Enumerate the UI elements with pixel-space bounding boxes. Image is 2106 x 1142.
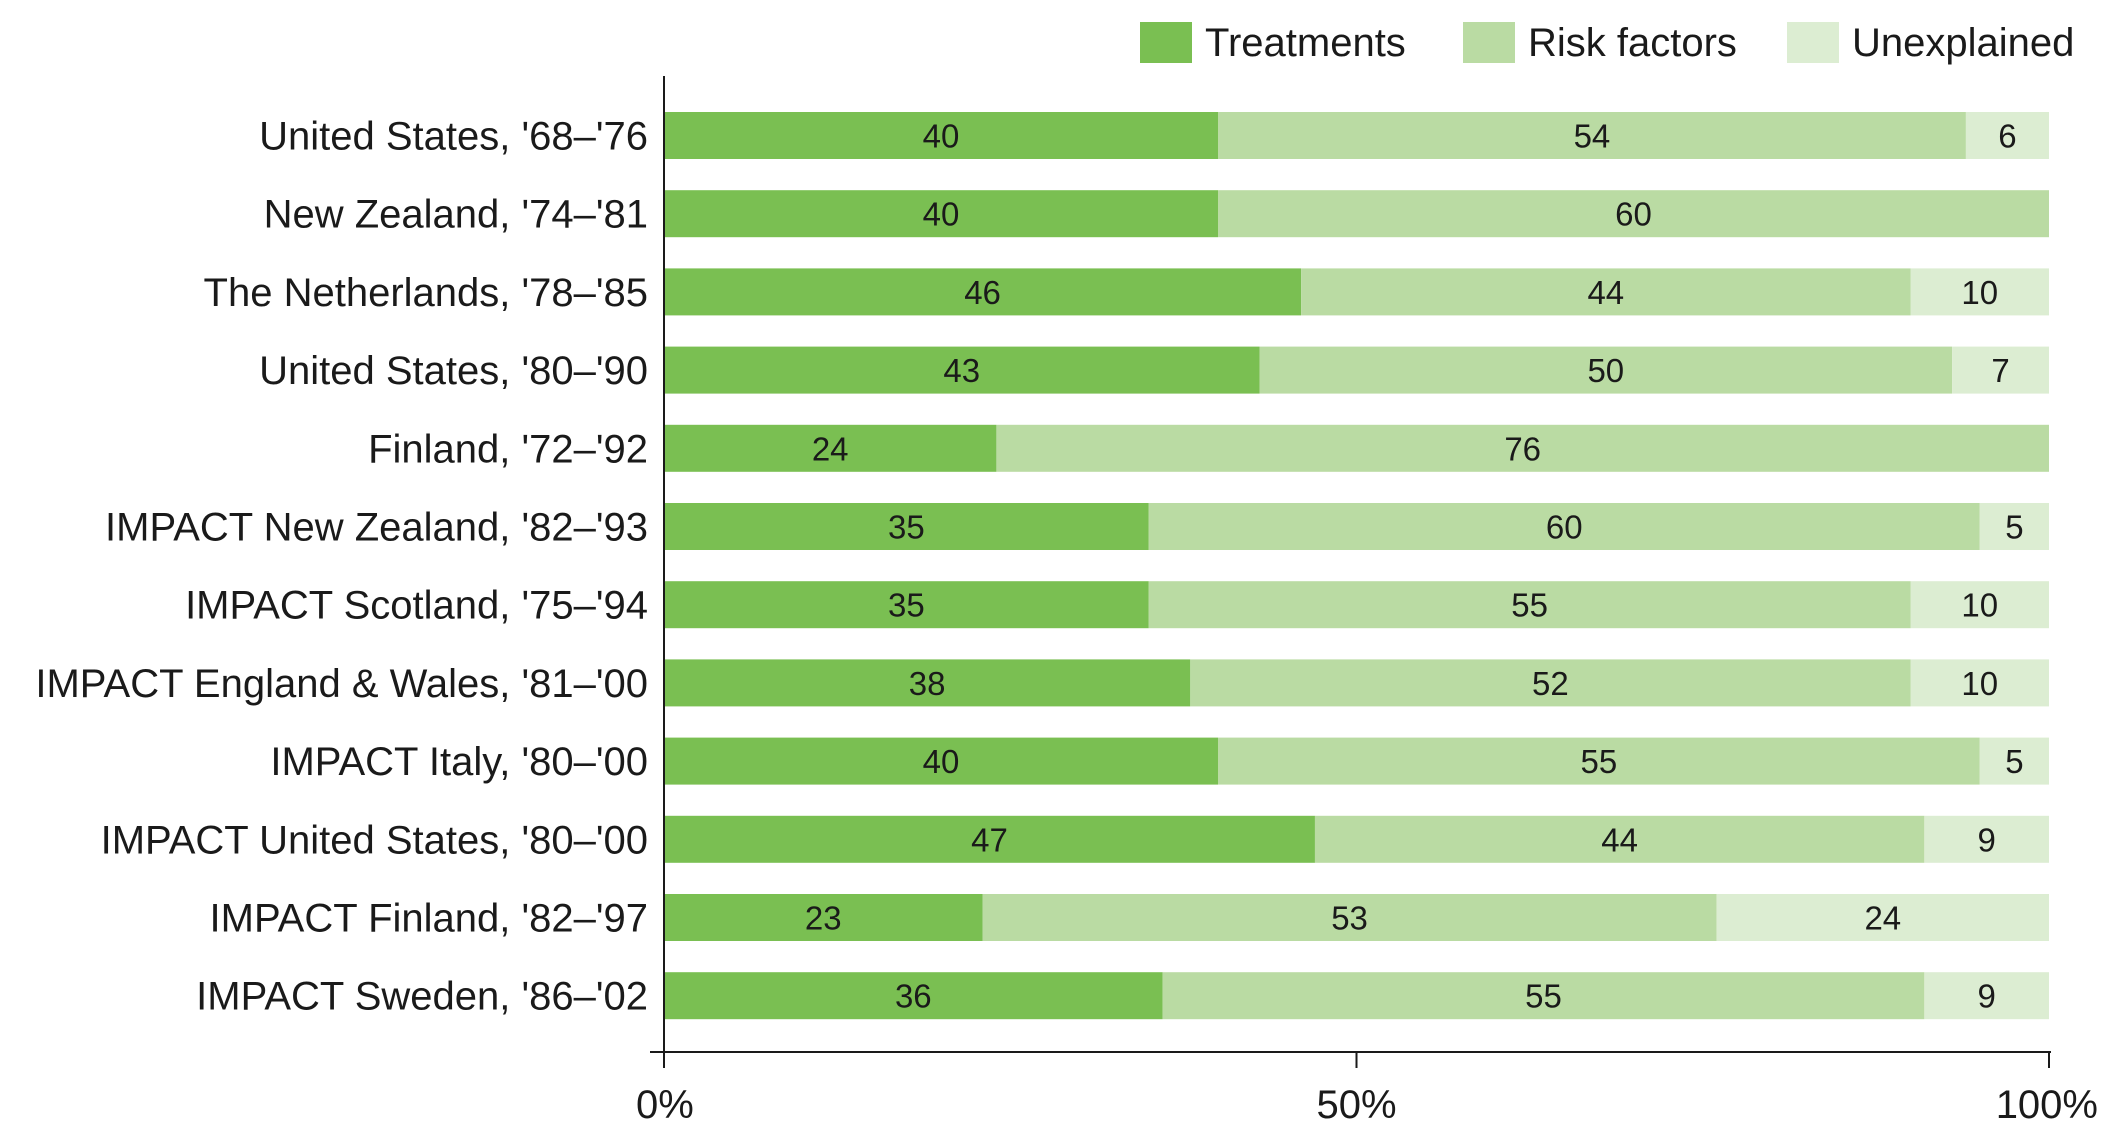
bar-segment-risk-factors bbox=[1218, 190, 2049, 238]
data-label-treatments: 38 bbox=[909, 665, 946, 702]
data-label-treatments: 35 bbox=[888, 509, 925, 546]
data-label-treatments: 36 bbox=[895, 978, 932, 1015]
data-label-unexplained: 10 bbox=[1961, 587, 1998, 624]
data-label-treatments: 43 bbox=[943, 352, 980, 389]
category-label: IMPACT Scotland, '75–'94 bbox=[185, 584, 648, 628]
bar-segment-unexplained bbox=[1910, 581, 2049, 629]
data-label-risk-factors: 54 bbox=[1574, 118, 1611, 155]
bar-segment-risk-factors bbox=[1314, 815, 1925, 863]
category-label: IMPACT United States, '80–'00 bbox=[101, 818, 648, 862]
data-label-unexplained: 10 bbox=[1961, 274, 1998, 311]
bar-segment-unexplained bbox=[1979, 737, 2049, 785]
data-label-unexplained: 6 bbox=[1998, 118, 2016, 155]
data-label-unexplained: 24 bbox=[1864, 900, 1901, 937]
category-label: United States, '80–'90 bbox=[259, 349, 648, 393]
bar-segment-treatments bbox=[664, 424, 997, 472]
data-label-risk-factors: 50 bbox=[1587, 352, 1624, 389]
data-label-risk-factors: 44 bbox=[1601, 821, 1638, 858]
data-label-risk-factors: 55 bbox=[1525, 978, 1562, 1015]
data-label-risk-factors: 76 bbox=[1504, 430, 1541, 467]
data-label-risk-factors: 55 bbox=[1511, 587, 1548, 624]
data-label-risk-factors: 52 bbox=[1532, 665, 1569, 702]
bar-segment-treatments bbox=[664, 737, 1218, 785]
category-label: The Netherlands, '78–'85 bbox=[204, 271, 648, 315]
legend-label-unexplained: Unexplained bbox=[1852, 21, 2074, 65]
bar-segment-treatments bbox=[664, 815, 1315, 863]
bar-segment-unexplained bbox=[1910, 268, 2049, 316]
bar-segment-unexplained bbox=[1910, 659, 2049, 707]
category-label: Finland, '72–'92 bbox=[368, 427, 648, 471]
data-label-treatments: 23 bbox=[805, 900, 842, 937]
bar-segment-unexplained bbox=[1979, 503, 2049, 550]
data-label-unexplained: 9 bbox=[1977, 978, 1995, 1015]
bar-segment-risk-factors bbox=[1190, 659, 1911, 707]
x-tick-label: 0% bbox=[636, 1083, 694, 1127]
data-label-risk-factors: 55 bbox=[1581, 743, 1618, 780]
bar-segment-risk-factors bbox=[1148, 503, 1980, 550]
data-label-risk-factors: 60 bbox=[1546, 509, 1583, 546]
bar-segment-risk-factors bbox=[996, 424, 2049, 472]
bar-segment-unexplained bbox=[1952, 346, 2049, 394]
x-tick-label: 50% bbox=[1316, 1083, 1396, 1127]
category-label: New Zealand, '74–'81 bbox=[264, 193, 648, 237]
legend-label-treatments: Treatments bbox=[1205, 21, 1406, 65]
bar-segment-risk-factors bbox=[1148, 581, 1911, 629]
bar-segment-treatments bbox=[664, 346, 1260, 394]
data-label-unexplained: 7 bbox=[1991, 352, 2009, 389]
data-label-treatments: 40 bbox=[923, 118, 960, 155]
x-tick-label: 100% bbox=[1996, 1083, 2098, 1127]
data-label-unexplained: 5 bbox=[2005, 743, 2023, 780]
category-label: IMPACT Finland, '82–'97 bbox=[210, 897, 648, 941]
bar-segment-unexplained bbox=[1965, 112, 2049, 159]
data-label-treatments: 35 bbox=[888, 587, 925, 624]
category-label: IMPACT Italy, '80–'00 bbox=[270, 740, 648, 784]
axes: 0% 50% 100% bbox=[636, 76, 2098, 1127]
bar-segment-unexplained bbox=[1924, 815, 2049, 863]
legend-swatch-risk-factors bbox=[1463, 22, 1515, 63]
data-label-risk-factors: 53 bbox=[1331, 900, 1368, 937]
legend-swatch-unexplained bbox=[1787, 22, 1839, 63]
bar-segment-treatments bbox=[664, 190, 1218, 238]
bar-segment-risk-factors bbox=[1218, 112, 1966, 159]
bar-segment-treatments bbox=[664, 894, 983, 941]
category-label: IMPACT England & Wales, '81–'00 bbox=[35, 662, 648, 706]
bar-segment-risk-factors bbox=[1218, 737, 1980, 785]
bar-segment-treatments bbox=[664, 972, 1163, 1020]
data-label-treatments: 40 bbox=[923, 743, 960, 780]
data-label-treatments: 47 bbox=[971, 821, 1008, 858]
bar-segment-unexplained bbox=[1716, 894, 2049, 941]
bar-segment-risk-factors bbox=[1162, 972, 1925, 1020]
data-label-unexplained: 10 bbox=[1961, 665, 1998, 702]
bar-segment-risk-factors bbox=[982, 894, 1717, 941]
bar-segment-treatments bbox=[664, 112, 1218, 159]
bar-segment-treatments bbox=[664, 659, 1191, 707]
category-labels: United States, '68–'76 New Zealand, '74–'… bbox=[35, 115, 648, 1019]
data-label-treatments: 46 bbox=[964, 274, 1001, 311]
data-label-unexplained: 5 bbox=[2005, 509, 2023, 546]
legend-label-risk-factors: Risk factors bbox=[1528, 21, 1737, 65]
bar-segment-treatments bbox=[664, 503, 1149, 550]
legend-swatch-treatments bbox=[1140, 22, 1192, 63]
data-label-unexplained: 9 bbox=[1977, 821, 1995, 858]
bar-segment-risk-factors bbox=[1259, 346, 1953, 394]
category-label: United States, '68–'76 bbox=[259, 115, 648, 159]
data-label-risk-factors: 44 bbox=[1587, 274, 1624, 311]
category-label: IMPACT Sweden, '86–'02 bbox=[196, 975, 648, 1019]
data-label-risk-factors: 60 bbox=[1615, 196, 1652, 233]
category-label: IMPACT New Zealand, '82–'93 bbox=[105, 506, 648, 550]
bar-segment-treatments bbox=[664, 581, 1149, 629]
bar-segment-unexplained bbox=[1924, 972, 2049, 1020]
data-label-treatments: 24 bbox=[812, 430, 849, 467]
legend: Treatments Risk factors Unexplained bbox=[1140, 21, 2074, 65]
bar-segment-treatments bbox=[664, 268, 1302, 316]
data-label-treatments: 40 bbox=[923, 196, 960, 233]
bar-segment-risk-factors bbox=[1301, 268, 1911, 316]
